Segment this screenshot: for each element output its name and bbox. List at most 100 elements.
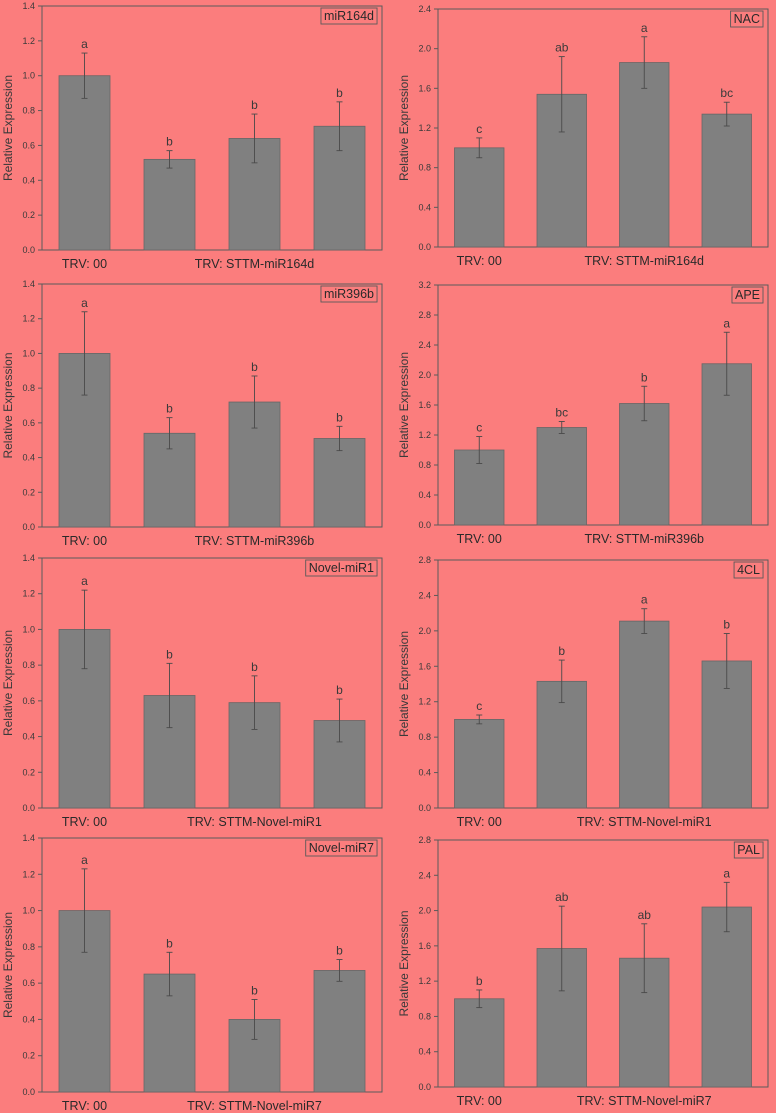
chart-title-box: APE [731, 286, 764, 304]
significance-letter-3: a [641, 593, 648, 607]
significance-letter-2: ab [555, 890, 569, 904]
y-tick-label: 3.2 [418, 280, 431, 290]
plot-frame [437, 559, 769, 809]
significance-letter-1: c [476, 122, 482, 136]
y-axis-title: Relative Expression [397, 352, 411, 458]
chart-title-box: 4CL [733, 561, 764, 579]
bar-1 [454, 147, 505, 248]
chart-title: miR164d [324, 9, 374, 23]
y-tick-label: 0.2 [22, 1051, 35, 1061]
y-axis-title: Relative Expression [397, 910, 411, 1016]
y-tick-label: 1.4 [22, 833, 35, 843]
group-label-control: TRV: 00 [457, 1094, 502, 1108]
chart-panel-NAC: 0.0 0.4 0.8 1.2 1.6 2.0 2.4 Relative Expression… [397, 4, 769, 268]
plot-frame [41, 837, 383, 1093]
y-tick-label: 0.4 [418, 1047, 431, 1057]
y-tick-label: 0.8 [22, 942, 35, 952]
y-tick-label: 0.4 [22, 175, 35, 185]
significance-letter-2: ab [555, 41, 569, 55]
y-tick-label: 2.8 [418, 555, 431, 565]
y-tick-label: 0.4 [22, 732, 35, 742]
y-tick-label: 2.8 [418, 835, 431, 845]
y-tick-label: 1.0 [22, 906, 35, 916]
y-tick-label: 0.8 [22, 383, 35, 393]
significance-letter-3: b [251, 660, 258, 674]
significance-letter-1: c [476, 699, 482, 713]
group-label-treatment: TRV: STTM-miR164d [195, 257, 315, 271]
group-label-control: TRV: 00 [62, 257, 107, 271]
y-tick-label: 1.4 [22, 279, 35, 289]
y-tick-label: 2.0 [418, 44, 431, 54]
y-tick-label: 1.4 [22, 1, 35, 11]
group-label-control: TRV: 00 [62, 1099, 107, 1113]
chart-panel-miR164d: 0.0 0.2 0.4 0.6 0.8 1.0 1.2 1.4 Relative Express… [1, 1, 383, 271]
bar-3 [619, 403, 670, 526]
significance-letter-1: a [81, 296, 88, 310]
y-tick-label: 2.0 [418, 626, 431, 636]
y-tick-label: 0.0 [22, 245, 35, 255]
significance-letter-4: b [723, 618, 730, 632]
significance-letter-2: b [166, 936, 173, 950]
significance-letter-3: ab [638, 908, 652, 922]
chart-title-box: miR396b [320, 285, 378, 303]
y-tick-label: 1.6 [418, 400, 431, 410]
y-tick-label: 1.6 [418, 83, 431, 93]
group-label-control: TRV: 00 [457, 254, 502, 268]
significance-letter-1: a [81, 853, 88, 867]
y-axis-title: Relative Expression [1, 75, 15, 181]
chart-title: APE [735, 288, 760, 302]
y-tick-label: 0.2 [22, 210, 35, 220]
chart-title: Novel-miR7 [309, 841, 374, 855]
y-tick-label: 0.6 [22, 418, 35, 428]
bar-1 [58, 75, 111, 251]
chart-title: miR396b [324, 287, 374, 301]
y-tick-label: 0.6 [22, 140, 35, 150]
y-tick-label: 1.2 [22, 314, 35, 324]
y-tick-label: 2.4 [418, 590, 431, 600]
y-tick-label: 1.4 [22, 553, 35, 563]
y-tick-label: 0.0 [418, 520, 431, 530]
y-tick-label: 0.2 [22, 487, 35, 497]
y-tick-label: 0.8 [418, 460, 431, 470]
plot-frame [41, 283, 383, 528]
y-axis-title: Relative Expression [1, 630, 15, 736]
y-tick-label: 1.2 [22, 36, 35, 46]
chart-title-frame [733, 561, 764, 579]
y-tick-label: 0.0 [22, 803, 35, 813]
chart-title-frame [305, 559, 378, 577]
y-tick-label: 0.4 [418, 490, 431, 500]
chart-panel-4CL: 0.0 0.4 0.8 1.2 1.6 2.0 2.4 2.8 Relative Express… [397, 555, 769, 829]
y-tick-label: 0.8 [418, 732, 431, 742]
y-tick-label: 0.4 [418, 768, 431, 778]
chart-title-box: NAC [730, 10, 764, 28]
y-tick-label: 0.8 [418, 1011, 431, 1021]
significance-letter-2: b [166, 135, 173, 149]
group-label-treatment: TRV: STTM-Novel-miR7 [187, 1099, 322, 1113]
chart-title-frame [305, 839, 378, 857]
y-tick-label: 0.8 [22, 106, 35, 116]
plot-frame [41, 557, 383, 809]
significance-letter-2: b [166, 647, 173, 661]
chart-title-frame [730, 10, 764, 28]
group-label-treatment: TRV: STTM-Novel-miR1 [187, 815, 322, 829]
significance-letter-2: b [558, 644, 565, 658]
y-axis-title: Relative Expression [397, 75, 411, 181]
y-axis-title: Relative Expression [1, 912, 15, 1018]
significance-letter-3: a [641, 21, 648, 35]
group-label-treatment: TRV: STTM-Novel-miR1 [577, 815, 712, 829]
y-tick-label: 0.4 [22, 1014, 35, 1024]
significance-letter-4: b [336, 410, 343, 424]
bar-4 [313, 438, 366, 528]
y-tick-label: 2.0 [418, 370, 431, 380]
significance-letter-4: b [336, 86, 343, 100]
significance-letter-4: b [336, 683, 343, 697]
significance-letter-3: b [251, 983, 258, 997]
bar-3 [619, 620, 670, 809]
bar-4 [313, 970, 366, 1093]
significance-letter-4: a [723, 866, 730, 880]
plot-frame [437, 839, 769, 1088]
y-tick-label: 1.0 [22, 624, 35, 634]
plot-frame [41, 5, 383, 251]
y-axis-title: Relative Expression [397, 631, 411, 737]
